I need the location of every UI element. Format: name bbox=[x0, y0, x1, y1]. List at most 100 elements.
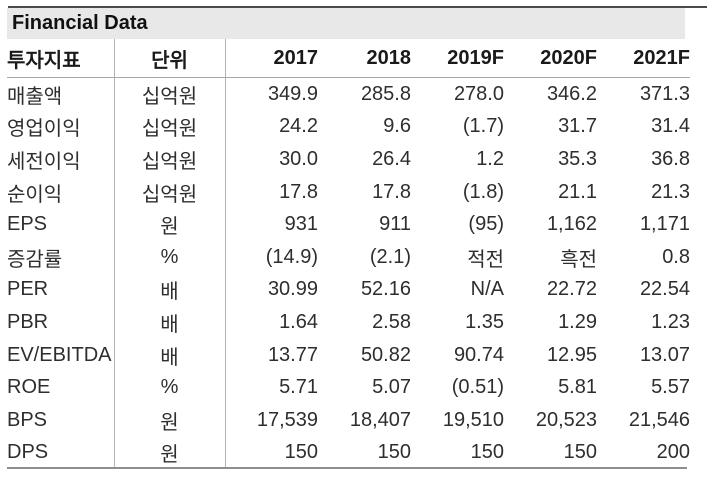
cell-value: 26.4 bbox=[372, 147, 411, 170]
table-row: PBR 배 1.64 2.58 1.35 1.29 1.23 bbox=[7, 306, 690, 339]
title-bar: Financial Data bbox=[7, 8, 685, 39]
table-row: EPS 원 931 911 (95) 1,162 1,171 bbox=[7, 208, 690, 241]
table-row: 영업이익 십억원 24.2 9.6 (1.7) 31.7 31.4 bbox=[7, 110, 690, 144]
cell-value: 931 bbox=[284, 213, 318, 236]
cell-value: 21.1 bbox=[558, 180, 597, 203]
cell-value: 17.8 bbox=[279, 180, 318, 203]
cell-value: 12.95 bbox=[546, 343, 597, 366]
row-label: 세전이익 bbox=[7, 143, 115, 176]
row-label: 매출액 bbox=[7, 77, 115, 111]
header-unit: 단위 bbox=[114, 39, 226, 78]
cell-value: 5.81 bbox=[558, 376, 597, 399]
cell-value: N/A bbox=[470, 278, 504, 301]
cell-value: 1.23 bbox=[651, 310, 690, 333]
table-row: 매출액 십억원 349.9 285.8 278.0 346.2 371.3 bbox=[7, 77, 690, 111]
cell-value: 24.2 bbox=[279, 115, 318, 138]
cell-value: 150 bbox=[377, 441, 411, 464]
table-row: 증감률% (14.9) (2.1) 적전 흑전 0.8 bbox=[7, 240, 690, 274]
row-label: PER bbox=[7, 273, 115, 307]
row-label: PBR bbox=[7, 306, 115, 339]
financial-table: 투자지표 단위 2017 2018 2019F 2020F 2021F 매출액 십… bbox=[7, 39, 690, 470]
cell-value: 52.16 bbox=[360, 278, 411, 301]
cell-value: 21.3 bbox=[651, 180, 690, 203]
row-label: 순이익 bbox=[7, 175, 115, 209]
row-unit: 원 bbox=[114, 403, 226, 437]
table-row: DPS 원 150 150 150 150 200 bbox=[7, 436, 690, 470]
header-row: 투자지표 단위 2017 2018 2019F 2020F 2021F bbox=[7, 39, 690, 78]
cell-value: 1,171 bbox=[639, 213, 690, 236]
cell-value: 1.29 bbox=[558, 310, 597, 333]
cell-value: (14.9) bbox=[265, 245, 318, 268]
cell-value: 13.77 bbox=[267, 343, 318, 366]
header-year-2020f: 2020F bbox=[504, 39, 597, 78]
cell-value: 21,546 bbox=[628, 408, 690, 431]
cell-value: 35.3 bbox=[558, 147, 597, 170]
cell-value: 적전 bbox=[467, 248, 504, 271]
cell-value: 9.6 bbox=[383, 115, 411, 138]
cell-value: 371.3 bbox=[639, 82, 690, 105]
row-unit: 십억원 bbox=[114, 175, 226, 209]
cell-value: 2.58 bbox=[372, 310, 411, 333]
row-label: ROE bbox=[7, 371, 115, 404]
row-unit: % bbox=[114, 240, 226, 274]
bottom-rule bbox=[7, 467, 687, 469]
cell-value: 31.7 bbox=[558, 115, 597, 138]
cell-value: (0.51) bbox=[451, 376, 504, 399]
cell-value: 50.82 bbox=[360, 343, 411, 366]
header-year-2021f: 2021F bbox=[597, 39, 690, 78]
cell-value: 30.99 bbox=[267, 278, 318, 301]
cell-value: 1.35 bbox=[465, 310, 504, 333]
row-unit: 십억원 bbox=[114, 110, 226, 144]
table-row: ROE% 5.71 5.07 (0.51) 5.81 5.57 bbox=[7, 371, 690, 404]
row-label: EPS bbox=[7, 208, 115, 241]
cell-value: 17.8 bbox=[372, 180, 411, 203]
cell-value: 22.54 bbox=[639, 278, 690, 301]
row-unit: 배 bbox=[114, 306, 226, 339]
cell-value: (1.8) bbox=[462, 180, 504, 203]
row-unit: 배 bbox=[114, 273, 226, 307]
table-row: 세전이익 십억원 30.0 26.4 1.2 35.3 36.8 bbox=[7, 143, 690, 176]
cell-value: 278.0 bbox=[453, 82, 504, 105]
cell-value: 1.64 bbox=[279, 310, 318, 333]
table-row: 순이익 십억원 17.8 17.8 (1.8) 21.1 21.3 bbox=[7, 175, 690, 209]
cell-value: 1,162 bbox=[546, 213, 597, 236]
header-year-2018: 2018 bbox=[318, 39, 411, 78]
cell-value: (95) bbox=[468, 213, 504, 236]
row-unit: % bbox=[114, 371, 226, 404]
cell-value: 349.9 bbox=[267, 82, 318, 105]
cell-value: 30.0 bbox=[279, 147, 318, 170]
cell-value: 200 bbox=[656, 441, 690, 464]
cell-value: 36.8 bbox=[651, 147, 690, 170]
header-year-2019f: 2019F bbox=[411, 39, 504, 78]
cell-value: 150 bbox=[563, 441, 597, 464]
row-unit: 십억원 bbox=[114, 143, 226, 176]
row-unit: 원 bbox=[114, 436, 226, 470]
page-title: Financial Data bbox=[12, 12, 148, 34]
header-metric: 투자지표 bbox=[7, 39, 115, 78]
header-year-2017: 2017 bbox=[225, 39, 318, 78]
cell-value: 346.2 bbox=[546, 82, 597, 105]
table-row: BPS 원 17,539 18,407 19,510 20,523 21,546 bbox=[7, 403, 690, 437]
top-rule bbox=[8, 6, 707, 8]
row-label: 영업이익 bbox=[7, 110, 115, 144]
cell-value: 90.74 bbox=[453, 343, 504, 366]
cell-value: 18,407 bbox=[349, 408, 411, 431]
cell-value: 22.72 bbox=[546, 278, 597, 301]
cell-value: 5.71 bbox=[279, 376, 318, 399]
table-body: 매출액 십억원 349.9 285.8 278.0 346.2 371.3 영업이익 십억원 24… bbox=[7, 77, 690, 470]
cell-value: 13.07 bbox=[639, 343, 690, 366]
cell-value: 1.2 bbox=[476, 147, 504, 170]
cell-value: 150 bbox=[470, 441, 504, 464]
cell-value: 0.8 bbox=[662, 245, 690, 268]
cell-value: (2.1) bbox=[369, 245, 411, 268]
row-label: 증감률 bbox=[7, 240, 115, 274]
cell-value: 19,510 bbox=[442, 408, 504, 431]
row-unit: 십억원 bbox=[114, 77, 226, 111]
row-unit: 원 bbox=[114, 208, 226, 241]
cell-value: 흑전 bbox=[560, 248, 597, 271]
cell-value: 150 bbox=[284, 441, 318, 464]
cell-value: 20,523 bbox=[535, 408, 597, 431]
table-row: EV/EBITDA 배 13.77 50.82 90.74 12.95 13.07 bbox=[7, 338, 690, 372]
cell-value: 17,539 bbox=[256, 408, 318, 431]
